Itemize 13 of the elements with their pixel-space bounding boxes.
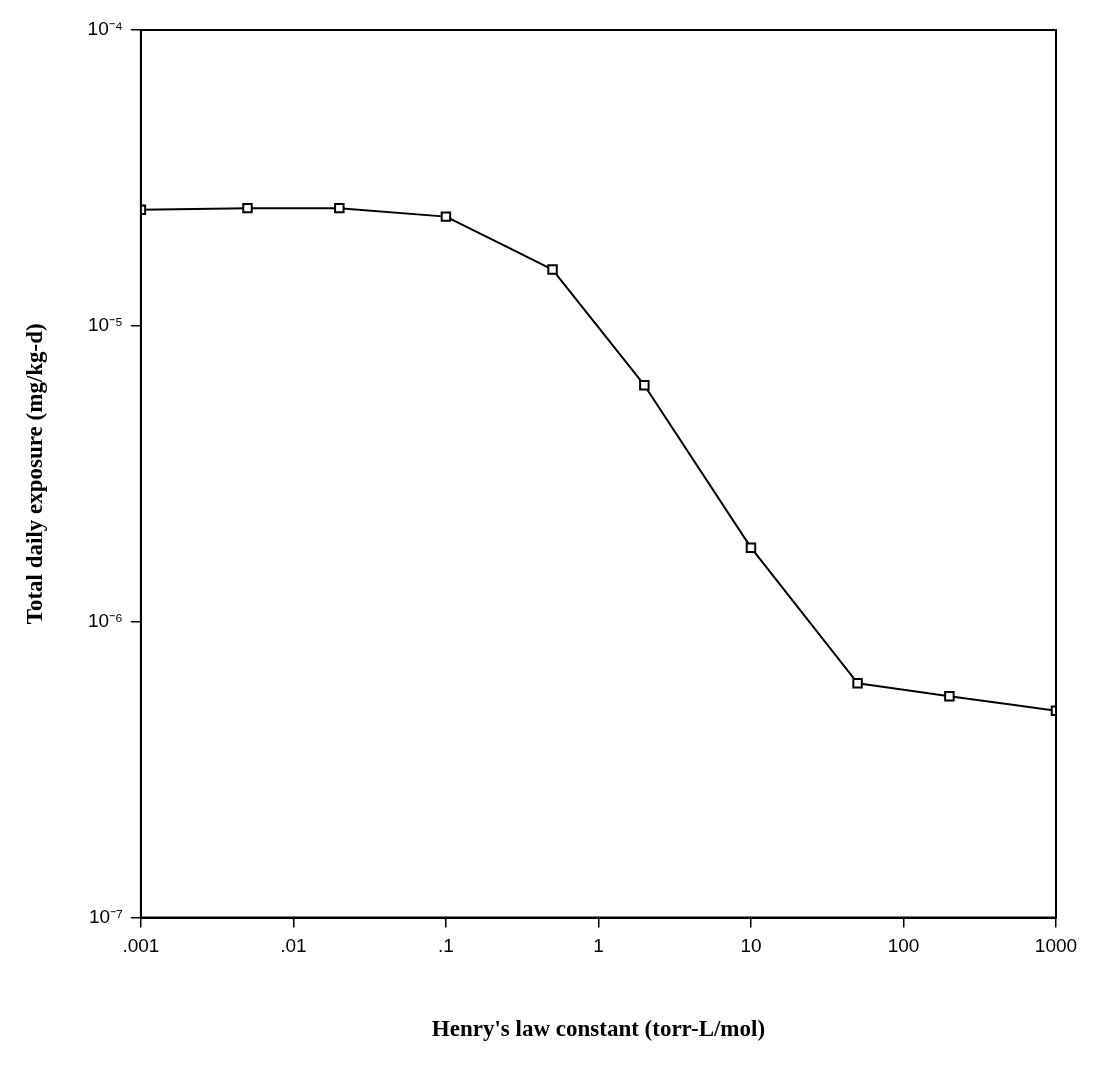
x-tick-label: 10	[740, 935, 762, 957]
x-tick-label: 1000	[1034, 935, 1078, 957]
x-axis-title: Henry's law constant (torr-L/mol)	[431, 1016, 766, 1042]
y-tick-label: 10⁻⁷	[88, 905, 124, 927]
y-axis-title: Total daily exposure (mg/kg-d)	[21, 323, 47, 625]
y-tick-label: 10⁻⁶	[87, 609, 123, 631]
x-tick-label: 1	[593, 935, 604, 957]
y-tick-label: 10⁻⁵	[87, 314, 123, 336]
x-tick-label: 100	[887, 935, 920, 957]
y-tick-label: 10⁻⁴	[87, 18, 123, 40]
x-tick-label: .1	[438, 935, 454, 957]
x-tick-label: .001	[122, 935, 160, 957]
x-tick-label: .01	[280, 935, 307, 957]
